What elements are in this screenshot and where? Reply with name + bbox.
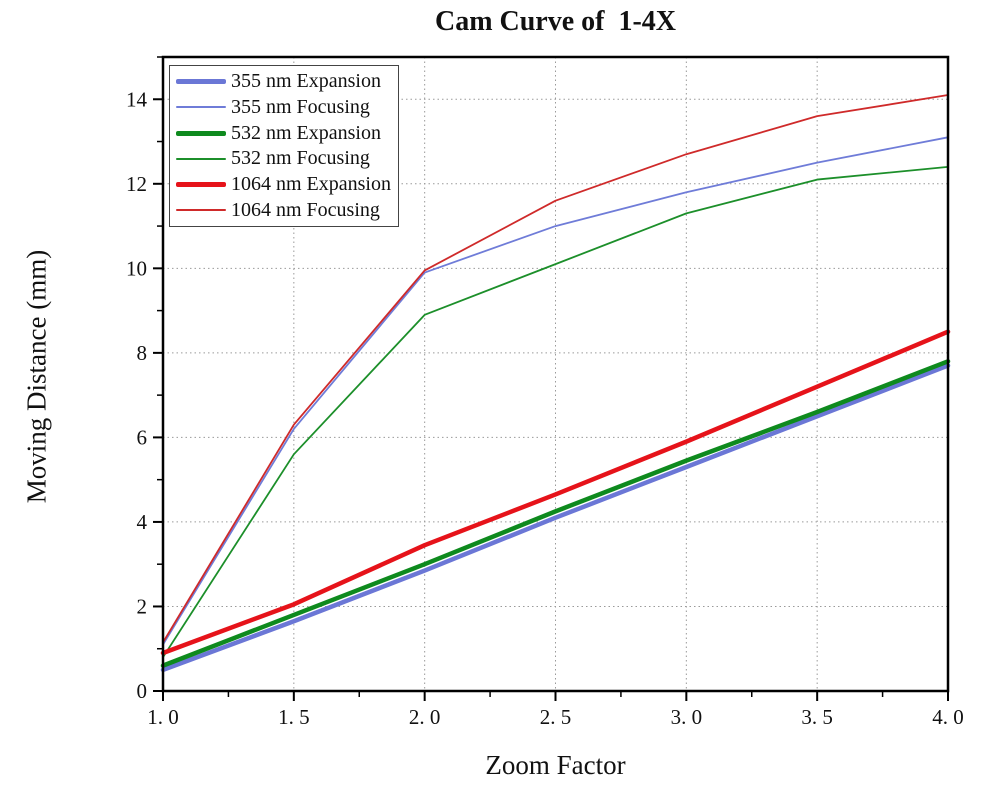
y-tick-label: 14 (126, 87, 148, 111)
y-tick-label: 6 (137, 425, 148, 449)
y-tick-label: 0 (137, 679, 148, 703)
chart-title: Cam Curve of 1-4X (434, 6, 677, 37)
legend-label: 532 nm Expansion (231, 121, 381, 144)
legend-item: 1064 nm Expansion (176, 172, 398, 197)
series-line-532-nm-focusing (162, 165, 949, 659)
legend-line-swatch (176, 181, 226, 187)
y-tick-label: 8 (137, 341, 148, 365)
legend-label: 355 nm Focusing (231, 95, 370, 118)
y-tick-label: 10 (126, 256, 147, 280)
legend-item: 355 nm Focusing (176, 95, 398, 120)
series-line-1064-nm-expansion (160, 329, 951, 656)
legend-line-swatch (176, 106, 226, 109)
legend-label: 355 nm Expansion (231, 70, 381, 93)
series-line-355-nm-focusing (162, 136, 949, 646)
legend-label: 1064 nm Expansion (231, 172, 391, 195)
x-tick-label: 3. 0 (671, 705, 703, 729)
y-tick-label: 4 (137, 510, 148, 534)
y-tick-label: 12 (126, 172, 147, 196)
legend-item: 532 nm Expansion (176, 121, 398, 146)
x-tick-label: 1. 5 (278, 705, 310, 729)
y-tick-label: 2 (137, 594, 148, 618)
legend-line-swatch (176, 209, 226, 212)
x-axis-title: Zoom Factor (485, 750, 626, 780)
x-tick-label: 2. 5 (540, 705, 572, 729)
legend-line-swatch (176, 79, 226, 85)
legend-line-swatch (176, 130, 226, 136)
x-tick-label: 2. 0 (409, 705, 441, 729)
legend-label: 532 nm Focusing (231, 147, 370, 170)
legend-item: 355 nm Expansion (176, 69, 398, 94)
legend-line-swatch (176, 157, 226, 160)
y-axis-title: Moving Distance (mm) (21, 249, 52, 504)
x-tick-label: 4. 0 (932, 705, 964, 729)
legend-label: 1064 nm Focusing (231, 198, 380, 221)
legend-item: 1064 nm Focusing (176, 198, 398, 223)
legend: 355 nm Expansion 355 nm Focusing 532 nm Ex… (169, 65, 399, 227)
series-line-355-nm-expansion (160, 363, 951, 673)
series-line-532-nm-expansion (160, 359, 951, 668)
x-tick-label: 3. 5 (801, 705, 833, 729)
x-tick-label: 1. 0 (147, 705, 179, 729)
series-line-1064-nm-focusing (162, 94, 949, 644)
legend-item: 532 nm Focusing (176, 146, 398, 171)
